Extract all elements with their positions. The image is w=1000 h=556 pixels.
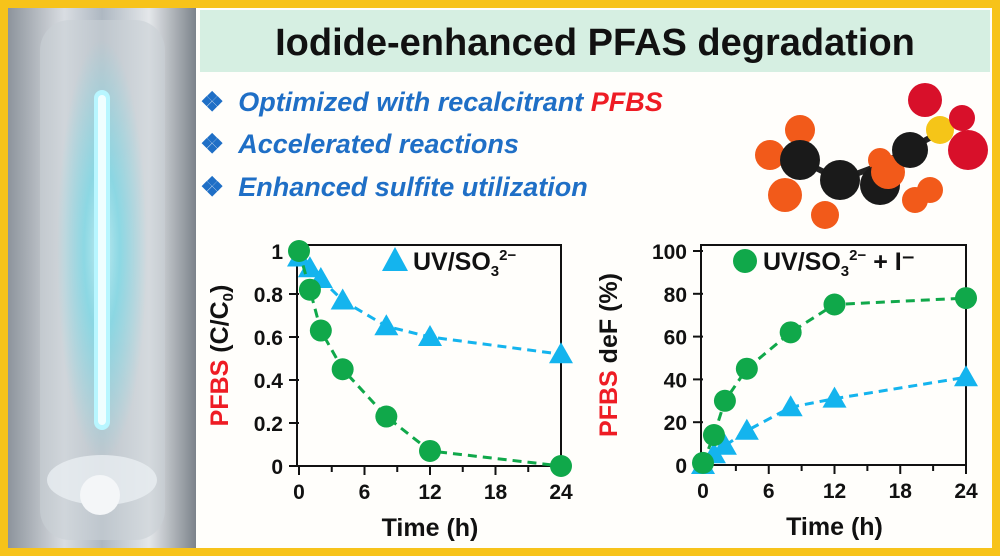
- y-tick-label: 0.4: [254, 370, 284, 393]
- y-tick-label: 40: [664, 369, 687, 392]
- x-tick-label: 18: [484, 481, 508, 504]
- x-tick-label: 0: [697, 480, 709, 503]
- x-tick-label: 12: [418, 481, 441, 504]
- y-tick-label: 0.6: [254, 327, 283, 350]
- bullet-list: ❖ Optimized with recalcitrant PFBS ❖ Accel…: [200, 87, 663, 202]
- y-tick-label: 60: [664, 327, 687, 350]
- data-point-triangle: [734, 418, 759, 440]
- pfbs-molecule-illustration: [755, 83, 988, 229]
- legend-circle-icon: [733, 249, 757, 273]
- data-point-circle: [702, 424, 725, 447]
- page-title: Iodide-enhanced PFAS degradation: [275, 22, 915, 64]
- diamond-bullet-icon: ❖: [200, 87, 224, 117]
- data-point-circle: [823, 293, 846, 316]
- bullet-item: ❖ Optimized with recalcitrant PFBS: [200, 87, 663, 117]
- x-axis-label: Time (h): [382, 514, 479, 542]
- x-axis-label: Time (h): [786, 513, 883, 541]
- data-point-circle: [298, 278, 321, 301]
- data-point-triangle: [712, 433, 737, 455]
- data-point-circle: [288, 240, 310, 262]
- data-point-circle: [375, 405, 398, 428]
- pfbs-highlight: PFBS: [591, 87, 663, 117]
- title-banner: [200, 10, 990, 72]
- data-point-triangle: [822, 386, 847, 408]
- data-point-triangle: [330, 288, 355, 310]
- diamond-bullet-icon: ❖: [200, 129, 224, 159]
- x-tick-label: 18: [889, 480, 913, 503]
- reactor-photo: [8, 8, 196, 548]
- data-point-circle: [692, 451, 714, 474]
- diamond-bullet-icon: ❖: [200, 172, 224, 202]
- y-tick-label: 0: [675, 455, 687, 478]
- y-tick-label: 100: [652, 241, 687, 264]
- y-tick-label: 0.2: [254, 413, 283, 436]
- x-tick-label: 0: [293, 481, 305, 504]
- data-point-circle: [735, 357, 758, 380]
- data-point-circle: [419, 439, 441, 462]
- data-point-circle: [331, 358, 354, 381]
- y-tick-label: 80: [664, 284, 687, 307]
- series-uv-sulfite-iodide: [692, 287, 977, 474]
- legend: UV/SO32−: [382, 247, 516, 280]
- y-tick-label: 20: [664, 412, 687, 435]
- data-point-circle: [779, 321, 802, 344]
- data-point-circle: [955, 287, 977, 310]
- data-point-circle: [550, 455, 572, 477]
- data-point-triangle: [418, 325, 442, 346]
- y-tick-label: 1: [271, 241, 283, 264]
- data-point-triangle: [374, 314, 399, 336]
- bullet-item: ❖ Accelerated reactions: [200, 129, 519, 159]
- bullet-item: ❖ Enhanced sulfite utilization: [200, 172, 588, 202]
- legend-label: UV/SO32−: [413, 247, 516, 280]
- data-point-triangle: [954, 365, 978, 387]
- legend-triangle-icon: [382, 247, 408, 271]
- y-axis-label: PFBS deF (%): [595, 273, 623, 437]
- x-tick-label: 24: [549, 481, 573, 504]
- data-point-triangle: [549, 342, 573, 364]
- legend-label: UV/SO32− + I⁻: [763, 247, 915, 280]
- series-uv-sulfite-iodide: [288, 240, 572, 477]
- data-point-triangle: [778, 395, 803, 417]
- legend: UV/SO32− + I⁻: [733, 247, 915, 280]
- data-point-circle: [713, 389, 736, 412]
- y-axis-label: PFBS (C/C0): [206, 285, 237, 427]
- chart-1: 0 6 12 18 24 0 0.2 0.4 0.6 0.8 1 Time (h) PFBS (C/C0…: [206, 240, 573, 542]
- y-tick-label: 0: [271, 456, 283, 479]
- data-point-circle: [309, 319, 332, 342]
- y-tick-label: 0.8: [254, 284, 284, 307]
- x-tick-label: 12: [823, 480, 846, 503]
- x-tick-label: 6: [763, 480, 775, 503]
- x-tick-label: 6: [359, 481, 371, 504]
- x-tick-label: 24: [954, 480, 978, 503]
- chart-2: 0 6 12 18 24 0 20 40 60 80 100 Time (h) PFBS deF (%)…: [595, 241, 978, 541]
